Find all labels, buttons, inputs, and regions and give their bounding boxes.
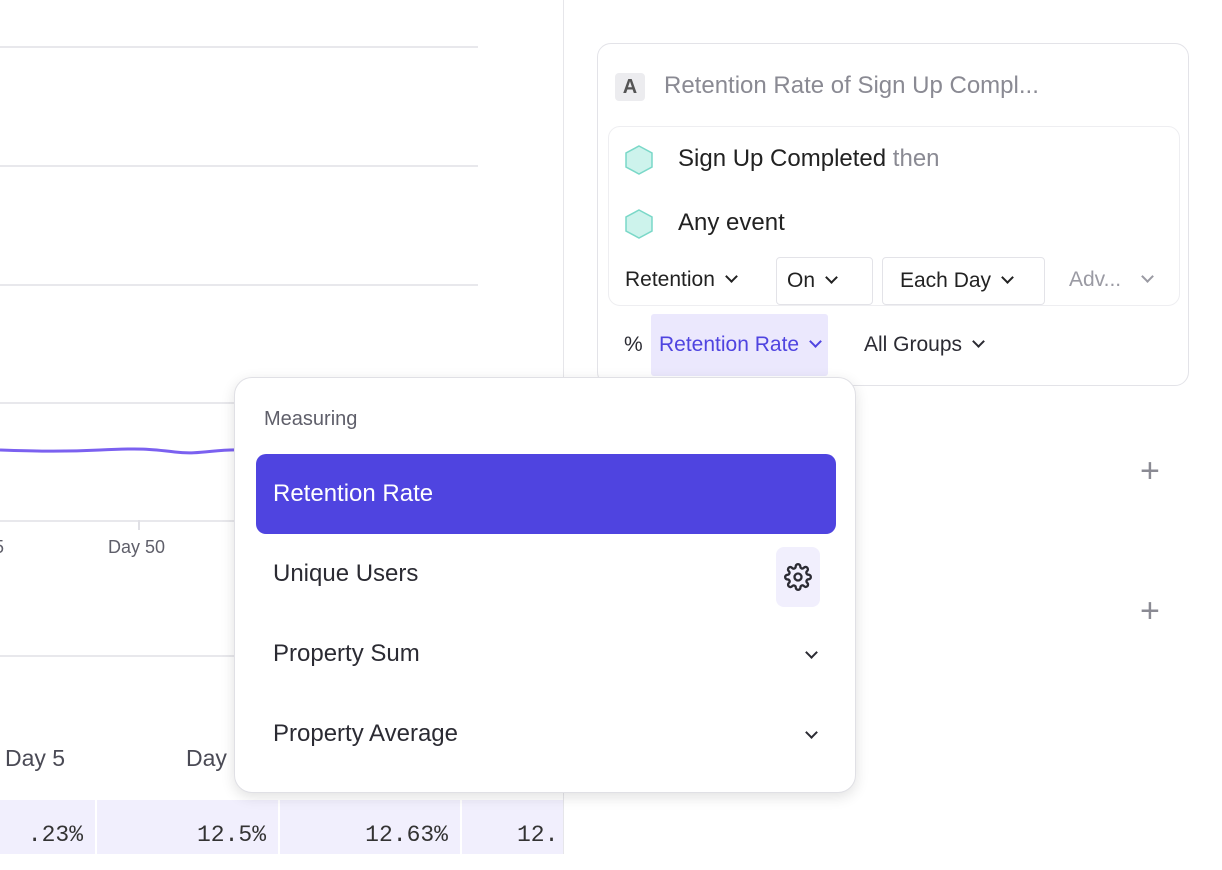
chevron-down-icon[interactable] xyxy=(805,726,818,739)
table-row xyxy=(0,800,563,854)
interval-dropdown[interactable]: Each Day xyxy=(882,257,1045,305)
table-cell: 12. xyxy=(460,800,563,854)
menu-item-label: Unique Users xyxy=(273,560,419,587)
menu-item-unique-users[interactable]: Unique Users xyxy=(256,534,836,614)
gridline xyxy=(0,165,478,167)
event-name: Any event xyxy=(678,209,785,236)
gridline xyxy=(0,284,478,286)
menu-item-property-sum[interactable]: Property Sum xyxy=(256,614,836,694)
dropdown-label: Adv... xyxy=(1069,268,1122,291)
gear-icon[interactable] xyxy=(776,547,820,607)
table-cell: .23% xyxy=(27,822,83,848)
menu-header: Measuring xyxy=(264,408,358,430)
chevron-down-icon xyxy=(809,335,822,348)
chevron-down-icon xyxy=(972,335,985,348)
chevron-down-icon xyxy=(1001,271,1014,284)
menu-item-label: Retention Rate xyxy=(273,480,434,507)
event-hexagon-icon xyxy=(625,209,653,239)
x-tick-label: Day 50 xyxy=(108,537,166,557)
dropdown-label: Retention xyxy=(625,268,715,291)
table-cell: 12.63% xyxy=(278,800,460,854)
menu-item-retention-rate[interactable]: Retention Rate xyxy=(256,454,836,534)
table-header: Day xyxy=(186,745,227,771)
advanced-dropdown[interactable]: Adv... xyxy=(1059,257,1162,305)
add-button[interactable]: + xyxy=(1140,452,1160,490)
chevron-down-icon xyxy=(725,270,738,283)
menu-item-label: Property Average xyxy=(273,720,459,747)
event-item[interactable]: Any event xyxy=(678,209,785,237)
event-name: Sign Up Completed xyxy=(678,145,887,172)
menu-item-property-average[interactable]: Property Average xyxy=(256,694,836,774)
query-badge: A xyxy=(615,73,645,101)
add-button[interactable]: + xyxy=(1140,592,1160,630)
dropdown-label: All Groups xyxy=(864,333,963,356)
event-hexagon-icon xyxy=(625,145,653,175)
table-cell: 12.5% xyxy=(95,800,278,854)
event-item[interactable]: Sign Up Completed then xyxy=(678,145,940,173)
groups-dropdown[interactable]: All Groups xyxy=(864,314,985,376)
chevron-down-icon xyxy=(825,271,838,284)
dropdown-label: Each Day xyxy=(900,269,992,292)
menu-item-label: Property Sum xyxy=(273,640,420,667)
query-card: A Retention Rate of Sign Up Compl... Sig… xyxy=(597,43,1189,386)
dropdown-label: On xyxy=(787,269,816,292)
table-header: Day 5 xyxy=(5,745,66,771)
event-block: Sign Up Completed then Any event Retenti… xyxy=(608,126,1180,306)
measure-dropdown[interactable]: Retention Rate xyxy=(651,314,829,376)
retention-type-dropdown[interactable]: Retention xyxy=(615,257,746,305)
percent-symbol: % xyxy=(624,333,643,356)
x-tick-mark xyxy=(138,520,140,530)
retention-line xyxy=(0,447,240,455)
event-connector: then xyxy=(892,145,940,172)
dropdown-label: Retention Rate xyxy=(659,333,800,356)
query-title[interactable]: Retention Rate of Sign Up Compl... xyxy=(664,72,1039,99)
chevron-down-icon[interactable] xyxy=(805,646,818,659)
on-dropdown[interactable]: On xyxy=(776,257,873,305)
chevron-down-icon xyxy=(1141,270,1155,283)
gridline xyxy=(0,46,478,48)
measuring-menu: Measuring Retention Rate Unique Users Pr… xyxy=(234,377,856,793)
x-tick-label: 5 xyxy=(0,537,4,558)
